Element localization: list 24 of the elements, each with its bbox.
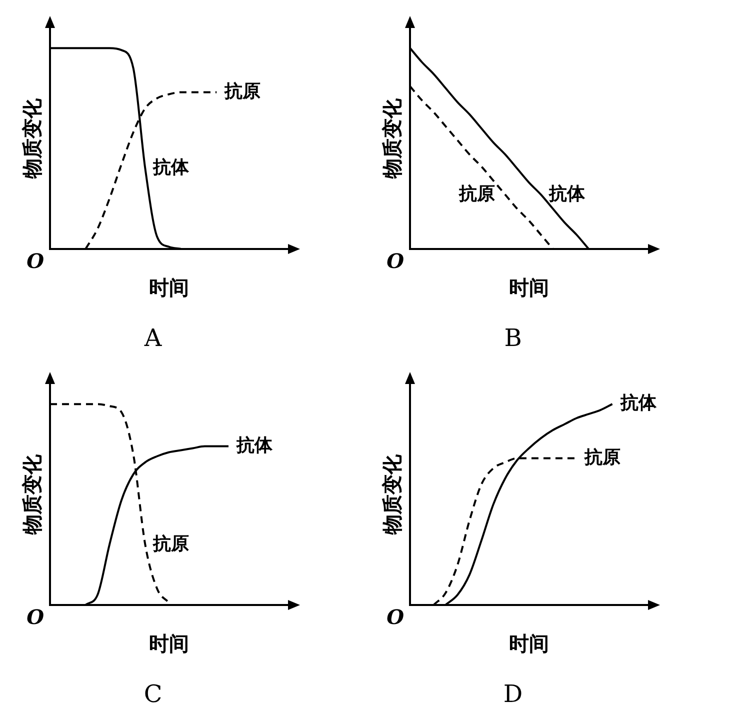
x-axis-title: 时间 — [149, 275, 189, 300]
text: O — [386, 605, 405, 630]
text: A — [143, 324, 162, 352]
text: C — [144, 680, 162, 708]
series-label: 抗原 — [458, 183, 496, 204]
series-label: 抗体 — [236, 434, 274, 456]
series-label: 抗体 — [548, 183, 586, 204]
text: D — [503, 680, 523, 708]
x-axis-title: 时间 — [509, 631, 549, 656]
y-axis-title: 物质变化 — [20, 453, 44, 536]
y-axis-title: 物质变化 — [380, 97, 404, 180]
series-label: 抗原 — [224, 80, 261, 102]
series-label: 抗原 — [584, 446, 621, 468]
series-label: 抗体 — [152, 157, 190, 178]
x-axis-title: 时间 — [509, 275, 549, 300]
text: O — [26, 605, 45, 630]
series-label: 抗原 — [152, 533, 190, 554]
y-axis-title: 物质变化 — [380, 453, 404, 536]
text: B — [504, 324, 522, 352]
text: O — [386, 249, 405, 274]
series-label: 抗体 — [619, 392, 658, 414]
y-axis-title: 物质变化 — [20, 97, 44, 180]
x-axis-title: 时间 — [149, 631, 189, 656]
text: O — [26, 249, 45, 274]
